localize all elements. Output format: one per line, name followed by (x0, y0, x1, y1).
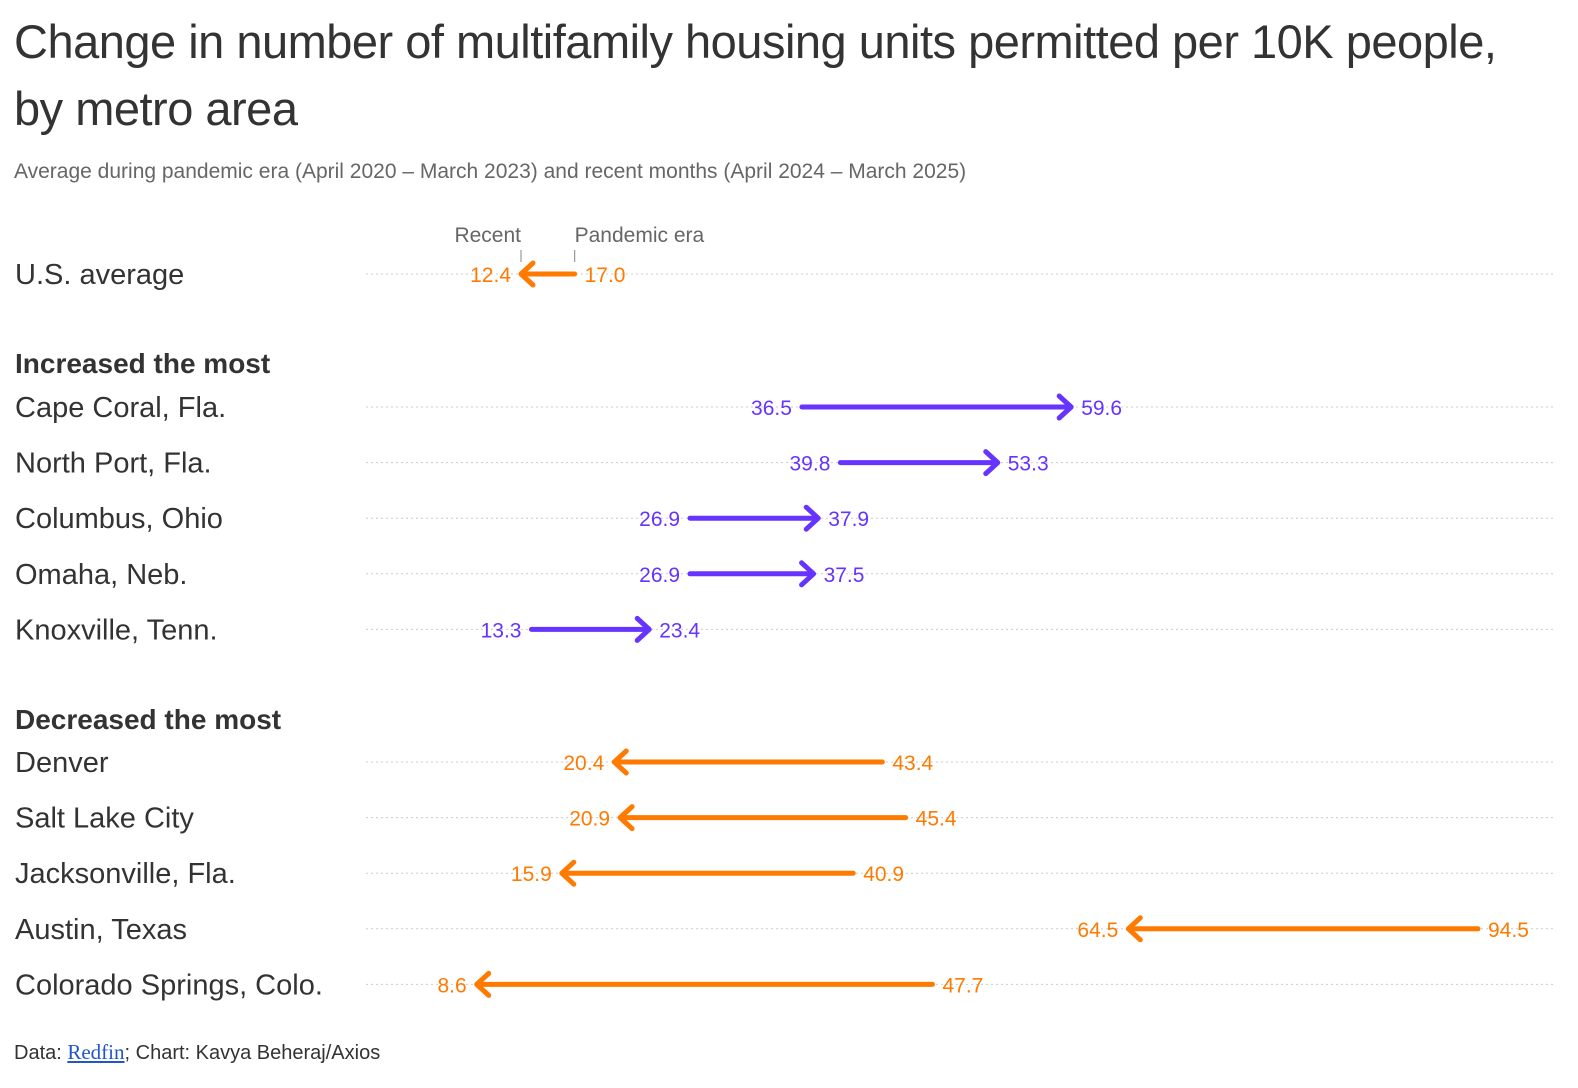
pandemic-value-label: 26.9 (639, 508, 680, 531)
credit-text: ; Chart: Kavya Beheraj/Axios (124, 1042, 381, 1064)
recent-value-label: 15.9 (511, 863, 552, 886)
recent-value-label: 12.4 (470, 264, 511, 287)
change-arrow-head (799, 560, 817, 588)
recent-value-label: 37.5 (824, 564, 865, 587)
source-link[interactable]: Redfin (67, 1040, 125, 1064)
group-heading: Increased the most (15, 348, 270, 379)
change-arrow-head (617, 804, 635, 832)
change-arrow-head (518, 260, 536, 288)
change-arrow-head (803, 504, 821, 532)
pandemic-value-label: 43.4 (892, 752, 933, 775)
change-arrow-head (1056, 393, 1074, 421)
legend-recent-label: Recent (454, 224, 521, 247)
arrow-chart: Recent Pandemic era U.S. average 17.0 12.4 In… (15, 224, 1555, 1001)
change-arrow-head (611, 748, 629, 776)
recent-value-label: 20.9 (569, 808, 610, 831)
metro-label: U.S. average (15, 259, 184, 291)
pandemic-value-label: 17.0 (585, 264, 626, 287)
recent-value-label: 23.4 (659, 619, 700, 642)
metro-label: Knoxville, Tenn. (15, 614, 218, 646)
change-arrow-head (1125, 915, 1143, 943)
metro-label: Denver (15, 747, 109, 779)
pandemic-value-label: 45.4 (916, 808, 957, 831)
change-arrow-head (559, 859, 577, 887)
metro-label: Columbus, Ohio (15, 503, 223, 535)
pandemic-value-label: 26.9 (639, 564, 680, 587)
metro-label: Colorado Springs, Colo. (15, 969, 323, 1001)
change-arrow-head (634, 615, 652, 643)
source-credit: Data: Redfin; Chart: Kavya Beheraj/Axios (14, 1040, 380, 1065)
recent-value-label: 64.5 (1077, 919, 1118, 942)
metro-label: Cape Coral, Fla. (15, 392, 226, 424)
pandemic-value-label: 47.7 (942, 974, 983, 997)
pandemic-value-label: 40.9 (863, 863, 904, 886)
metro-label: Omaha, Neb. (15, 559, 187, 591)
recent-value-label: 53.3 (1008, 453, 1049, 476)
change-arrow-head (474, 970, 492, 998)
pandemic-value-label: 39.8 (790, 453, 831, 476)
chart-subtitle: Average during pandemic era (April 2020 … (14, 160, 967, 183)
recent-value-label: 8.6 (438, 974, 467, 997)
recent-value-label: 59.6 (1081, 397, 1122, 420)
pandemic-value-label: 36.5 (751, 397, 792, 420)
change-arrow-head (983, 449, 1001, 477)
metro-label: Salt Lake City (15, 803, 194, 835)
source-prefix: Data: (14, 1042, 68, 1064)
metro-label: North Port, Fla. (15, 448, 212, 480)
pandemic-value-label: 13.3 (481, 619, 522, 642)
metro-label: Austin, Texas (15, 914, 187, 946)
chart-title: Change in number of multifamily housing … (14, 15, 1497, 135)
pandemic-value-label: 94.5 (1488, 919, 1529, 942)
metro-label: Jacksonville, Fla. (15, 858, 236, 890)
group-heading: Decreased the most (15, 704, 281, 735)
recent-value-label: 37.9 (828, 508, 869, 531)
recent-value-label: 20.4 (563, 752, 604, 775)
legend-pandemic-label: Pandemic era (575, 224, 705, 247)
